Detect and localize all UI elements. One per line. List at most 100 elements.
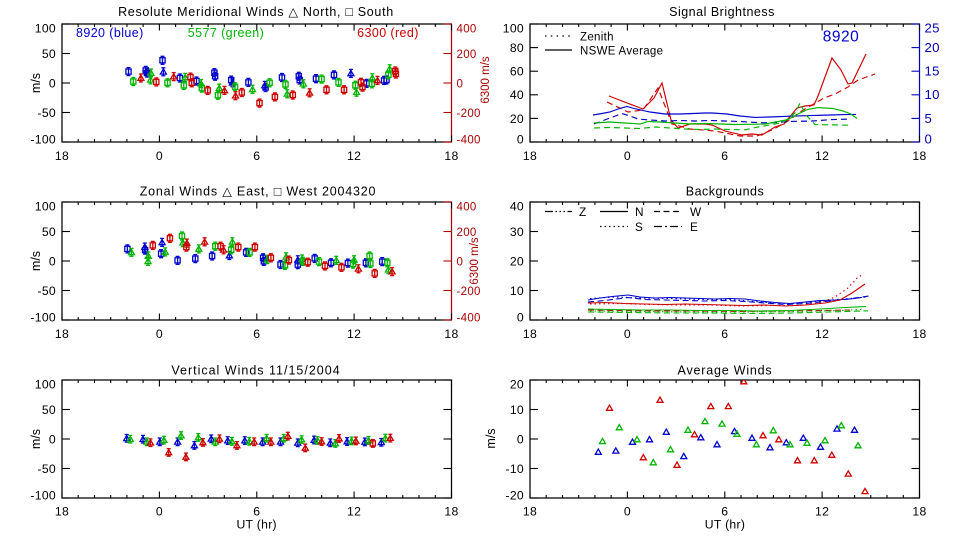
svg-text:200: 200 (457, 49, 477, 61)
svg-text:Signal Brightness: Signal Brightness (669, 5, 775, 19)
svg-text:Z: Z (579, 205, 586, 219)
svg-text:18: 18 (912, 327, 926, 341)
svg-text:12: 12 (815, 149, 829, 163)
svg-text:0: 0 (457, 256, 464, 268)
svg-text:-50: -50 (37, 106, 56, 120)
svg-text:-50: -50 (37, 284, 56, 298)
svg-text:50: 50 (42, 403, 56, 417)
svg-text:Backgrounds: Backgrounds (686, 185, 764, 199)
svg-text:6: 6 (253, 149, 260, 163)
svg-text:10: 10 (925, 87, 940, 102)
svg-text:-400: -400 (457, 312, 481, 324)
svg-text:12: 12 (347, 504, 361, 518)
svg-text:5: 5 (925, 111, 933, 126)
svg-text:400: 400 (457, 23, 477, 35)
svg-text:18: 18 (55, 504, 69, 518)
svg-text:UT (hr): UT (hr) (236, 518, 276, 532)
svg-text:6: 6 (721, 504, 728, 518)
svg-text:0: 0 (156, 327, 163, 341)
svg-text:50: 50 (42, 225, 56, 239)
svg-text:60: 60 (510, 65, 524, 79)
svg-text:8920: 8920 (823, 29, 859, 46)
svg-text:0: 0 (624, 149, 631, 163)
svg-text:100: 100 (503, 21, 524, 35)
svg-text:m/s: m/s (29, 429, 43, 449)
svg-text:S: S (635, 220, 643, 234)
svg-text:0: 0 (517, 310, 524, 324)
svg-text:E: E (690, 220, 698, 234)
svg-text:10: 10 (510, 284, 524, 298)
svg-text:0: 0 (517, 132, 524, 146)
svg-text:-100: -100 (30, 132, 56, 146)
svg-text:20: 20 (510, 254, 524, 268)
svg-text:0: 0 (517, 432, 524, 446)
svg-text:100: 100 (35, 21, 56, 35)
svg-text:6: 6 (721, 327, 728, 341)
svg-text:18: 18 (523, 327, 537, 341)
svg-text:-100: -100 (30, 310, 56, 324)
svg-text:NSWE Average: NSWE Average (580, 45, 663, 57)
svg-text:10: 10 (510, 403, 524, 417)
svg-text:18: 18 (523, 149, 537, 163)
svg-text:18: 18 (55, 149, 69, 163)
svg-text:W: W (690, 205, 702, 219)
svg-text:100: 100 (35, 199, 56, 213)
svg-text:N: N (635, 205, 644, 219)
svg-text:0: 0 (624, 327, 631, 341)
svg-text:18: 18 (444, 149, 458, 163)
svg-text:-100: -100 (30, 488, 56, 502)
svg-text:Vertical Winds 11/15/2004: Vertical Winds 11/15/2004 (171, 364, 340, 378)
svg-text:200: 200 (457, 227, 477, 239)
svg-text:25: 25 (925, 20, 940, 35)
svg-text:8920 (blue): 8920 (blue) (76, 26, 144, 40)
svg-text:-200: -200 (457, 286, 481, 298)
svg-text:18: 18 (912, 149, 926, 163)
svg-text:Zenith: Zenith (580, 31, 614, 43)
svg-text:0: 0 (49, 76, 56, 90)
svg-text:100: 100 (35, 377, 56, 391)
svg-text:0: 0 (457, 78, 464, 90)
svg-text:0: 0 (49, 432, 56, 446)
svg-text:20: 20 (510, 377, 524, 391)
svg-text:6300 m/s: 6300 m/s (469, 237, 481, 285)
svg-text:18: 18 (55, 327, 69, 341)
svg-text:0: 0 (49, 254, 56, 268)
svg-text:30: 30 (510, 225, 524, 239)
svg-text:-10: -10 (505, 462, 524, 476)
svg-text:18: 18 (444, 327, 458, 341)
svg-text:6: 6 (253, 327, 260, 341)
svg-text:0: 0 (925, 131, 933, 146)
svg-text:5577 (green): 5577 (green) (188, 26, 264, 40)
svg-text:0: 0 (624, 504, 631, 518)
svg-text:-50: -50 (37, 462, 56, 476)
svg-text:-400: -400 (457, 134, 481, 146)
svg-text:UT (hr): UT (hr) (705, 518, 745, 532)
svg-text:0: 0 (156, 504, 163, 518)
svg-text:18: 18 (912, 504, 926, 518)
svg-text:m/s: m/s (29, 73, 43, 93)
svg-text:Zonal Winds △ East, □ West 200: Zonal Winds △ East, □ West 2004320 (140, 185, 377, 199)
svg-text:-200: -200 (457, 108, 481, 120)
svg-text:18: 18 (444, 504, 458, 518)
svg-text:12: 12 (815, 504, 829, 518)
svg-text:Average Winds: Average Winds (678, 364, 773, 378)
svg-text:m/s: m/s (29, 251, 43, 271)
svg-text:15: 15 (925, 64, 940, 79)
svg-text:50: 50 (42, 47, 56, 61)
svg-text:6300 (red): 6300 (red) (357, 26, 419, 40)
svg-text:40: 40 (510, 199, 524, 213)
svg-text:0: 0 (156, 149, 163, 163)
svg-text:12: 12 (815, 327, 829, 341)
svg-text:12: 12 (347, 327, 361, 341)
svg-text:20: 20 (510, 112, 524, 126)
svg-text:Resolute Meridional Winds △ No: Resolute Meridional Winds △ North, □ Sou… (118, 5, 394, 19)
svg-text:80: 80 (510, 41, 524, 55)
svg-text:40: 40 (510, 88, 524, 102)
svg-text:400: 400 (457, 201, 477, 213)
svg-text:20: 20 (925, 40, 940, 55)
svg-text:6: 6 (253, 504, 260, 518)
svg-text:6: 6 (721, 149, 728, 163)
svg-text:18: 18 (523, 504, 537, 518)
svg-text:6300 m/s: 6300 m/s (480, 56, 492, 104)
svg-text:-20: -20 (505, 488, 524, 502)
